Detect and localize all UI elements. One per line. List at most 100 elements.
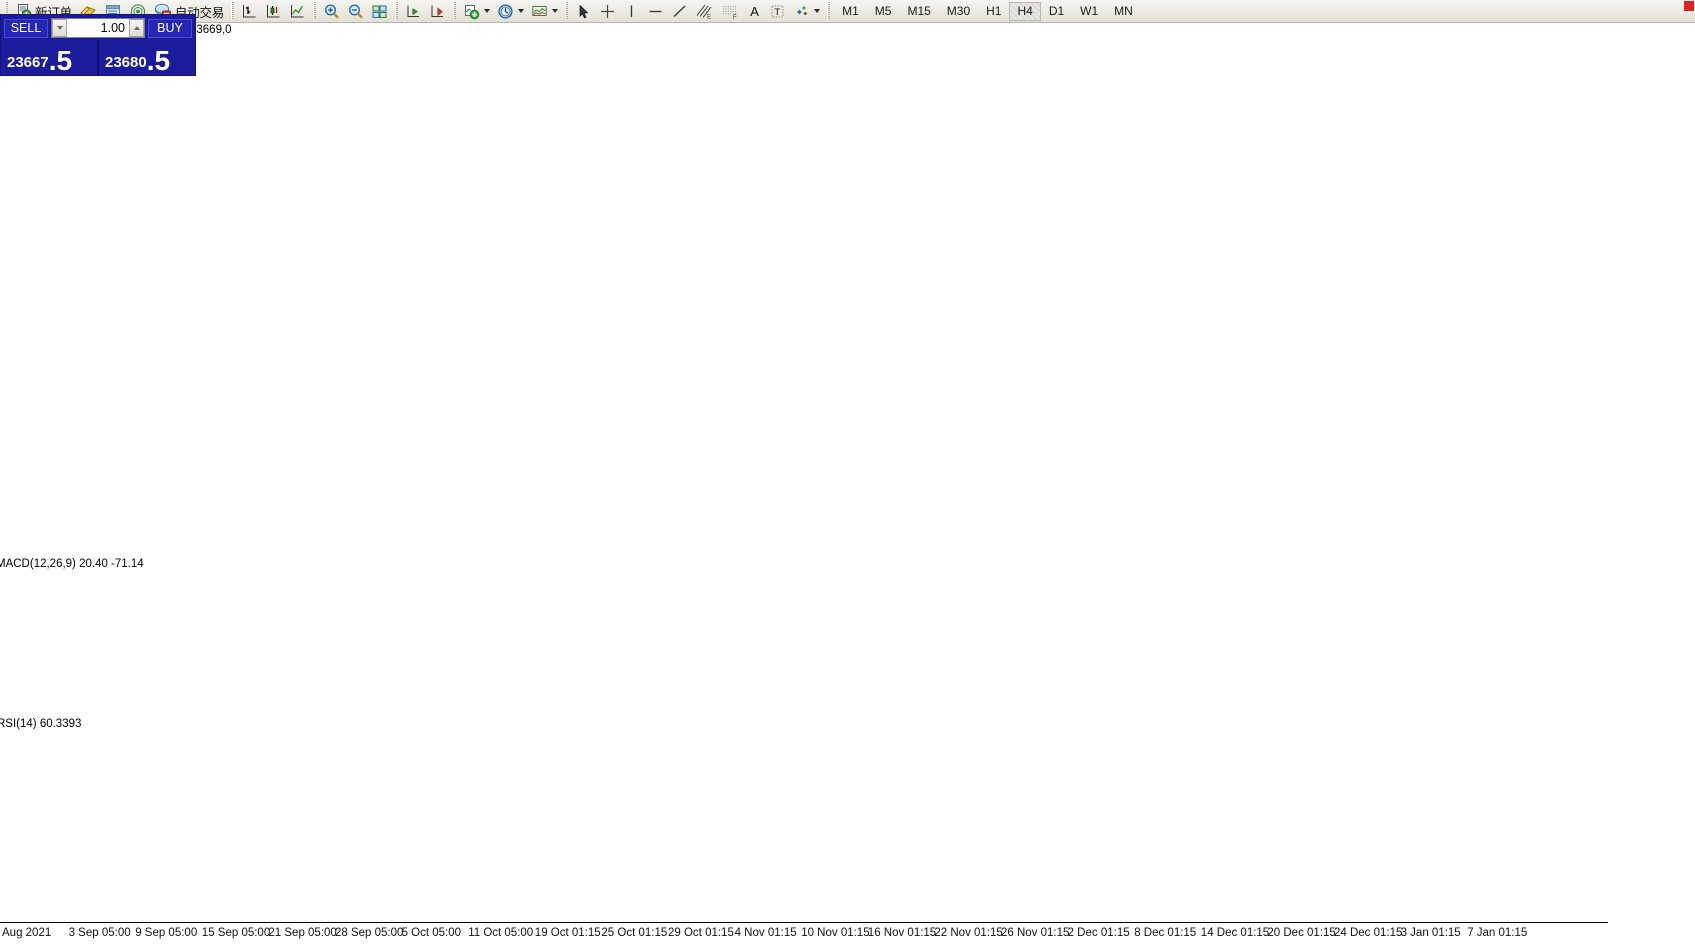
timeframe-h4[interactable]: H4 <box>1009 1 1041 21</box>
svg-text:F: F <box>733 15 737 20</box>
sell-price-int: 23667 <box>7 54 49 71</box>
fibonacci-icon: F <box>723 5 737 20</box>
vline-button[interactable] <box>620 1 643 22</box>
svg-text:T: T <box>775 7 781 18</box>
timeframe-m15[interactable]: M15 <box>907 4 931 18</box>
timeframe-h1[interactable]: H1 <box>986 4 1002 18</box>
timeframe-w1[interactable]: W1 <box>1080 4 1099 18</box>
crosshair-button[interactable] <box>596 1 619 22</box>
chevron-down-icon[interactable] <box>518 9 525 13</box>
zoom-out-icon <box>349 3 363 18</box>
toolbar-separator <box>395 2 399 20</box>
time-tick: 9 Sep 05:00 <box>135 927 198 939</box>
text-label-button[interactable]: T <box>766 1 789 22</box>
toolbar-separator <box>565 2 569 20</box>
oct-price-row: 23667 .5 23680 .5 <box>1 39 195 75</box>
time-tick: 14 Dec 01:15 <box>1200 927 1270 939</box>
timeframe-m30[interactable]: M30 <box>946 4 971 18</box>
zoom-out-button[interactable] <box>344 1 367 22</box>
volume-stepper[interactable]: 1.00 <box>51 18 145 38</box>
auto-scroll-button[interactable] <box>426 1 449 22</box>
one-click-trading-panel[interactable]: SELL 1.00 BUY 23667 .5 23680 .5 <box>0 14 196 76</box>
text-button[interactable]: A <box>744 1 765 22</box>
hline-button[interactable] <box>644 1 667 22</box>
buy-price-int: 23680 <box>105 54 147 71</box>
volume-increase-button[interactable] <box>129 19 144 37</box>
time-tick: 25 Oct 01:15 <box>601 927 668 939</box>
timeframe-mn[interactable]: MN <box>1114 4 1133 18</box>
zoom-in-icon <box>325 3 339 18</box>
chevron-down-icon[interactable] <box>552 9 559 13</box>
volume-decrease-button[interactable] <box>52 19 67 37</box>
line-chart-icon <box>291 4 304 17</box>
templates-button[interactable] <box>528 1 561 22</box>
cursor-icon <box>579 4 589 18</box>
clock-icon <box>498 3 513 19</box>
cursor-button[interactable] <box>572 1 595 22</box>
text-label-icon: T <box>771 5 784 18</box>
equidistant-channel-button[interactable]: E <box>692 1 717 22</box>
equidistant-channel-icon: E <box>696 4 712 20</box>
volume-value[interactable]: 1.00 <box>100 21 125 35</box>
close-icon[interactable] <box>1684 1 1694 11</box>
toolbar-separator <box>827 2 831 20</box>
zoom-in-button[interactable] <box>320 1 343 22</box>
time-tick: 2 Dec 01:15 <box>1067 927 1130 939</box>
shift-end-icon <box>407 5 420 17</box>
line-chart-button[interactable] <box>286 1 309 22</box>
indicators-button[interactable] <box>460 1 493 22</box>
text-icon: A <box>750 3 759 19</box>
time-tick: 5 Oct 05:00 <box>401 927 462 939</box>
objects-icon <box>797 5 808 15</box>
time-tick: 20 Dec 01:15 <box>1267 927 1336 939</box>
time-tick: 28 Sep 05:00 <box>335 927 404 939</box>
buy-price-frac: .5 <box>146 45 171 76</box>
tile-windows-icon <box>372 5 387 18</box>
auto-scroll-icon <box>431 5 444 17</box>
time-tick: 4 Nov 01:15 <box>734 927 797 939</box>
candlestick-chart-button[interactable] <box>262 1 285 22</box>
objects-button[interactable] <box>790 1 823 22</box>
timeframe-m1[interactable]: M1 <box>842 4 859 18</box>
buy-price[interactable]: 23680 .5 <box>99 39 195 75</box>
time-tick: 24 Dec 01:15 <box>1334 927 1403 939</box>
time-tick: 10 Nov 01:15 <box>801 927 870 939</box>
time-tick: 22 Nov 01:15 <box>934 927 1003 939</box>
time-tick: 7 Jan 01:15 <box>1467 927 1528 939</box>
toolbar-separator <box>231 2 235 20</box>
shift-end-button[interactable] <box>402 1 425 22</box>
periods-button[interactable] <box>494 1 527 22</box>
chevron-down-icon[interactable] <box>814 9 821 13</box>
trendline-icon <box>673 5 686 17</box>
horizontal-scrollbar[interactable] <box>0 943 1608 945</box>
tile-windows-button[interactable] <box>368 1 391 22</box>
time-tick: 11 Oct 05:00 <box>468 927 534 939</box>
candlestick-chart-icon <box>267 4 280 17</box>
toolbar-separator <box>453 2 457 20</box>
indicators-icon <box>465 4 480 19</box>
time-tick: 3 Sep 05:00 <box>68 927 131 939</box>
fibonacci-button[interactable]: F <box>718 1 743 22</box>
bar-chart-button[interactable] <box>238 1 261 22</box>
time-tick: 8 Dec 01:15 <box>1134 927 1197 939</box>
time-tick: Aug 2021 <box>2 927 52 939</box>
timeframe-group: M1 M5 M15 M30 H1 H4 D1 W1 MN <box>834 1 1141 21</box>
time-axis: Aug 2021 3 Sep 05:00 9 Sep 05:00 15 Sep 05:… <box>0 922 1608 945</box>
sell-button[interactable]: SELL <box>4 18 48 38</box>
trendline-button[interactable] <box>668 1 691 22</box>
chart-workspace[interactable]: 23641.423094.522655.023596.922706.923789… <box>0 23 1695 945</box>
chevron-down-icon[interactable] <box>484 9 491 13</box>
sell-price[interactable]: 23667 .5 <box>1 39 97 75</box>
hline-icon <box>649 10 662 12</box>
time-tick: 29 Oct 01:15 <box>668 927 734 939</box>
timeframe-m5[interactable]: M5 <box>874 4 892 18</box>
timeframe-d1[interactable]: D1 <box>1048 4 1065 18</box>
templates-icon <box>532 5 547 16</box>
vline-icon <box>630 5 633 17</box>
buy-button[interactable]: BUY <box>148 18 192 38</box>
main-toolbar: 新订单 <box>0 0 1695 23</box>
time-tick: 19 Oct 01:15 <box>534 927 601 939</box>
time-tick: 21 Sep 05:00 <box>268 927 337 939</box>
time-tick: 3 Jan 01:15 <box>1400 927 1461 939</box>
